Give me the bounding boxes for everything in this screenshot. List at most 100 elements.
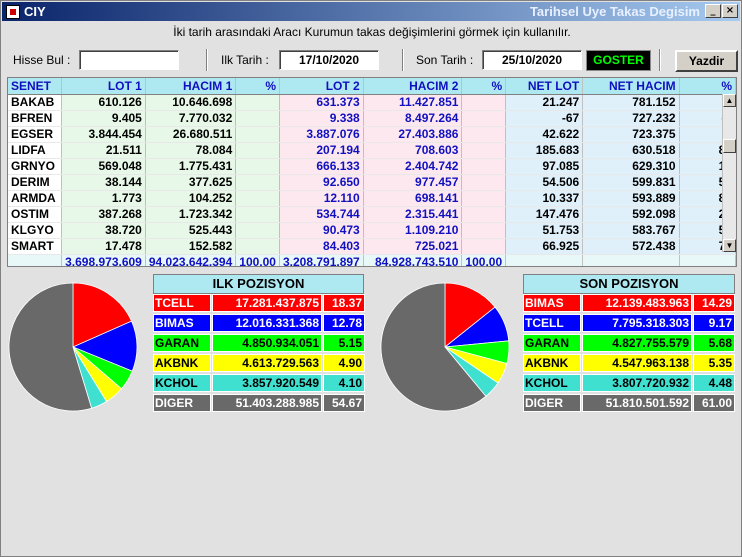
table-cell: 9.405 (61, 110, 146, 127)
table-cell: BAKAB (8, 94, 63, 111)
table-cell (235, 94, 280, 111)
position-value: 4.613.729.563 (212, 354, 322, 372)
close-button[interactable]: × (722, 4, 738, 18)
table-cell (235, 158, 280, 175)
table-cell: 1.723.342 (145, 206, 237, 223)
column-header[interactable]: NET LOT (505, 78, 584, 95)
column-header[interactable]: NET HACIM (582, 78, 680, 95)
table-cell: 11.427.851 (363, 94, 463, 111)
position-value: 51.810.501.592 (582, 394, 692, 412)
table-cell: 66.925 (505, 238, 584, 255)
table-row[interactable]: EGSER 3.844.454 26.680.511 3.887.076 27.403.… (8, 126, 736, 143)
total-cell (582, 253, 680, 266)
table-cell: 593.889 (582, 190, 680, 207)
stock-name: DIGER (523, 394, 581, 412)
table-cell (235, 110, 280, 127)
total-cell (505, 253, 584, 266)
table-cell: 725.021 (363, 238, 463, 255)
minimize-button[interactable]: _ (705, 4, 721, 18)
separator (659, 49, 661, 71)
table-cell: 630.518 (582, 142, 680, 159)
table-cell (461, 174, 507, 191)
table-cell: 10.337 (505, 190, 584, 207)
data-grid[interactable]: SENET LOT 1 HACIM 1% LOT 2 HACIM 2% NET LOT NE… (7, 77, 737, 267)
column-header[interactable]: LOT 1 (61, 78, 146, 95)
stock-name: TCELL (153, 294, 211, 312)
scroll-down-arrow-icon[interactable]: ▼ (723, 239, 736, 252)
position-value: 4.850.934.051 (212, 334, 322, 352)
scroll-up-arrow-icon[interactable]: ▲ (723, 94, 736, 107)
table-cell (461, 206, 507, 223)
table-cell: 1.773 (61, 190, 146, 207)
column-header[interactable]: HACIM 2 (363, 78, 463, 95)
table-row[interactable]: BFREN 9.405 7.770.032 9.338 8.497.264 -67 727.… (8, 110, 736, 127)
table-row[interactable]: BAKAB 610.126 10.646.698 631.373 11.427.851 2… (8, 94, 736, 111)
table-cell: 7.770.032 (145, 110, 237, 127)
ilk-tarih-label: Ilk Tarih : (221, 53, 269, 67)
column-header[interactable]: % (461, 78, 507, 95)
app-title: CIY (24, 4, 46, 19)
pie-slice-tcell (72, 282, 133, 348)
table-cell (461, 126, 507, 143)
table-row[interactable]: GRNYO 569.048 1.775.431 666.133 2.404.742 97.… (8, 158, 736, 175)
position-value: 3.857.920.549 (212, 374, 322, 392)
table-cell: 3.887.076 (279, 126, 364, 143)
scroll-thumb[interactable] (723, 139, 736, 153)
yazdir-button[interactable]: Yazdir (675, 50, 738, 72)
position-value: 4.547.963.138 (582, 354, 692, 372)
table-row[interactable]: ARMDA 1.773 104.252 12.110 698.141 10.337 593.… (8, 190, 736, 207)
grid-vertical-scrollbar[interactable]: ▲ ▼ (722, 94, 736, 252)
window-title: Tarihsel Uye Takas Degisim (529, 4, 700, 19)
table-cell: 3.844.454 (61, 126, 146, 143)
column-header[interactable]: SENET (8, 78, 63, 95)
table-row[interactable]: DERIM 38.144 377.625 92.650 977.457 54.506 599… (8, 174, 736, 191)
table-row[interactable]: OSTIM 387.268 1.723.342 534.744 2.315.441 147… (8, 206, 736, 223)
table-cell: 9.338 (279, 110, 364, 127)
son-tarih-input[interactable]: 25/10/2020 (482, 50, 582, 70)
position-percent: 9.17 (693, 314, 735, 332)
stock-name: KCHOL (523, 374, 581, 392)
position-percent: 54.67 (323, 394, 365, 412)
totals-row: 3.698.973.609 94.023.642.394 100,00 3.208.7… (8, 253, 736, 266)
position-value: 7.795.318.303 (582, 314, 692, 332)
table-cell: 147.476 (505, 206, 584, 223)
position-percent: 5.68 (693, 334, 735, 352)
son-tarih-label: Son Tarih : (416, 53, 474, 67)
table-cell: 85 (679, 190, 736, 207)
table-cell: 610.126 (61, 94, 146, 111)
ilk-tarih-input[interactable]: 17/10/2020 (279, 50, 379, 70)
total-cell (679, 253, 736, 266)
hisse-bul-input[interactable] (79, 50, 179, 70)
table-cell: DERIM (8, 174, 63, 191)
table-cell (461, 94, 507, 111)
table-cell: 152.582 (145, 238, 237, 255)
position-percent: 5.15 (323, 334, 365, 352)
table-row[interactable]: SMART 17.478 152.582 84.403 725.021 66.925 572… (8, 238, 736, 255)
stock-name: TCELL (523, 314, 581, 332)
total-cell (8, 253, 63, 266)
separator (402, 49, 404, 71)
separator (206, 49, 208, 71)
app-icon (6, 4, 20, 19)
column-header[interactable]: % (235, 78, 280, 95)
table-cell (235, 222, 280, 239)
table-cell: 387.268 (61, 206, 146, 223)
table-cell: 27 (679, 206, 736, 223)
table-cell: 534.744 (279, 206, 364, 223)
goster-button[interactable]: GOSTER (586, 50, 651, 71)
table-cell (461, 222, 507, 239)
position-value: 17.281.437.875 (212, 294, 322, 312)
table-cell: 27.403.886 (363, 126, 463, 143)
column-header[interactable]: HACIM 1 (145, 78, 237, 95)
stock-name: KCHOL (153, 374, 211, 392)
table-cell: 90.473 (279, 222, 364, 239)
column-header[interactable]: % (679, 78, 736, 95)
column-header[interactable]: LOT 2 (279, 78, 364, 95)
table-cell: 723.375 (582, 126, 680, 143)
table-cell: -67 (505, 110, 584, 127)
title-bar[interactable]: CIY Tarihsel Uye Takas Degisim _ × (2, 2, 740, 21)
table-row[interactable]: KLGYO 38.720 525.443 90.473 1.109.210 51.753 5… (8, 222, 736, 239)
table-cell: BFREN (8, 110, 63, 127)
table-row[interactable]: LIDFA 21.511 78.084 207.194 708.603 185.683 63… (8, 142, 736, 159)
